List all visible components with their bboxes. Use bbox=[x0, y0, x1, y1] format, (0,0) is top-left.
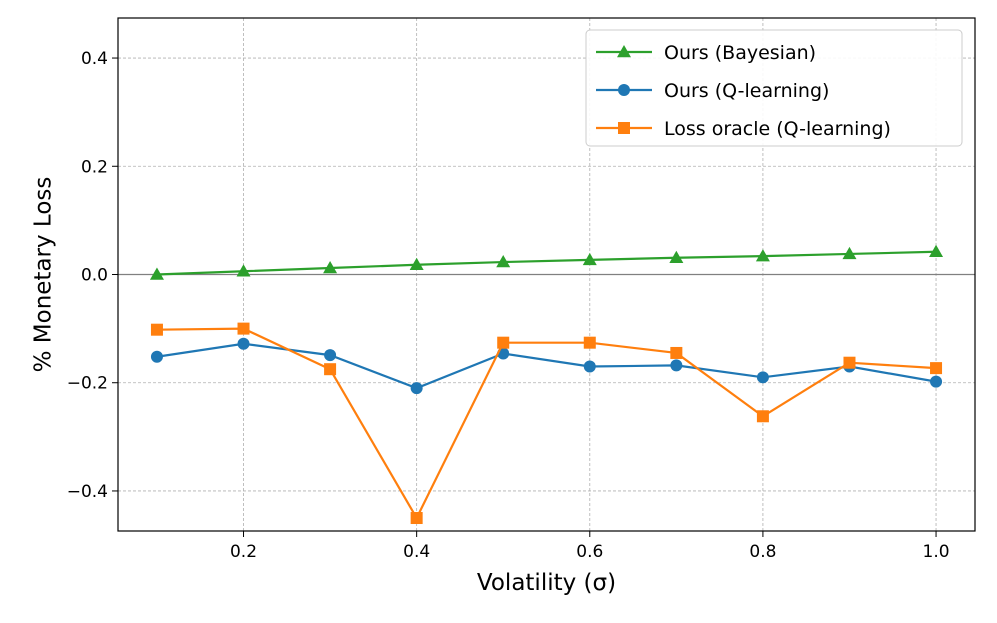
series-ours-q-learning bbox=[150, 337, 943, 395]
series-line bbox=[156, 250, 937, 276]
data-point bbox=[323, 261, 338, 274]
data-point bbox=[409, 257, 424, 271]
data-point bbox=[669, 250, 684, 263]
data-point bbox=[236, 264, 251, 277]
legend-item: Loss oracle (Q-learning) bbox=[596, 118, 891, 140]
legend-label: Ours (Bayesian) bbox=[664, 42, 816, 64]
data-point bbox=[582, 252, 597, 266]
y-tick-label: 0.2 bbox=[81, 157, 108, 177]
legend-label: Loss oracle (Q-learning) bbox=[664, 118, 891, 140]
legend-item: Ours (Q-learning) bbox=[596, 80, 829, 102]
data-point bbox=[583, 336, 596, 349]
y-tick-label: 0.4 bbox=[81, 49, 108, 69]
data-point bbox=[670, 346, 683, 359]
series-ours-bayesian bbox=[149, 244, 944, 280]
x-axis-ticks: 0.2 0.4 0.6 0.8 1.0 bbox=[230, 531, 950, 562]
data-point bbox=[755, 249, 770, 262]
data-point bbox=[410, 382, 423, 395]
legend-item: Ours (Bayesian) bbox=[596, 42, 816, 64]
data-point bbox=[410, 512, 423, 525]
legend-marker bbox=[618, 122, 630, 134]
data-point bbox=[670, 359, 683, 372]
legend: Ours (Bayesian) Ours (Q-learning) Loss ora… bbox=[585, 29, 963, 147]
series-layer bbox=[149, 244, 944, 525]
y-axis-ticks: −0.4 −0.2 0.0 0.2 0.4 bbox=[67, 49, 118, 502]
legend-box bbox=[585, 29, 963, 147]
y-tick-label: −0.2 bbox=[67, 374, 108, 394]
data-point bbox=[756, 410, 769, 423]
data-point bbox=[583, 360, 596, 373]
x-axis-title: Volatility (σ) bbox=[477, 570, 616, 596]
data-point bbox=[150, 323, 163, 336]
legend-marker bbox=[618, 84, 630, 96]
data-point bbox=[756, 371, 769, 384]
data-point bbox=[237, 337, 250, 350]
data-point bbox=[150, 350, 163, 363]
x-tick-label: 0.8 bbox=[749, 542, 776, 562]
x-tick-label: 0.2 bbox=[230, 542, 257, 562]
x-tick-label: 1.0 bbox=[923, 542, 950, 562]
data-point bbox=[497, 336, 510, 349]
x-tick-label: 0.6 bbox=[576, 542, 603, 562]
data-point bbox=[149, 267, 164, 280]
data-point bbox=[324, 363, 337, 376]
data-point bbox=[843, 356, 856, 369]
data-point bbox=[496, 255, 511, 268]
data-point bbox=[929, 244, 944, 258]
data-point bbox=[237, 322, 250, 335]
data-point bbox=[930, 375, 943, 388]
data-point bbox=[324, 349, 337, 362]
x-tick-label: 0.4 bbox=[403, 542, 430, 562]
legend-marker bbox=[617, 45, 631, 58]
legend-label: Ours (Q-learning) bbox=[664, 80, 829, 102]
series-loss-oracle-q-learning bbox=[150, 322, 943, 525]
y-tick-label: −0.4 bbox=[67, 482, 108, 502]
y-axis-title: % Monetary Loss bbox=[31, 177, 57, 373]
series-line bbox=[156, 327, 937, 521]
data-point bbox=[930, 362, 943, 375]
y-tick-label: 0.0 bbox=[81, 266, 108, 286]
data-point bbox=[842, 246, 857, 260]
